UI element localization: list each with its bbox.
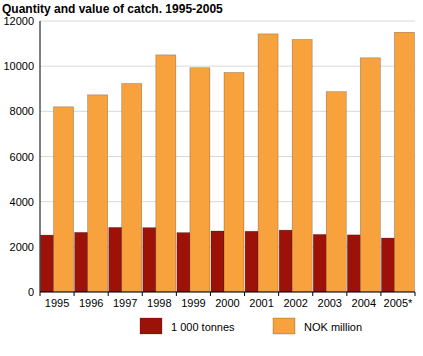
- bar: [292, 40, 312, 292]
- grid-line: [40, 66, 415, 67]
- x-tick: [108, 292, 109, 296]
- bar: [75, 232, 88, 292]
- bar: [224, 72, 244, 292]
- bar: [211, 231, 224, 292]
- bar: [360, 58, 380, 292]
- bar: [326, 92, 346, 292]
- bar: [88, 95, 108, 292]
- y-tick-label: 6000: [10, 151, 34, 163]
- bar: [143, 228, 156, 292]
- x-tick: [346, 292, 347, 296]
- y-axis: [40, 21, 41, 292]
- y-tick-label: 0: [28, 286, 34, 298]
- x-tick: [415, 292, 416, 296]
- bar: [109, 227, 122, 292]
- x-tick: [244, 292, 245, 296]
- grid-line: [40, 21, 415, 22]
- bar: [156, 55, 176, 292]
- bar: [381, 238, 394, 292]
- x-tick-label: 1999: [181, 297, 205, 309]
- y-tick-label: 2000: [10, 241, 34, 253]
- x-tick-label: 2000: [215, 297, 239, 309]
- x-tick-label: 2003: [318, 297, 342, 309]
- x-tick-label: 1996: [79, 297, 103, 309]
- bar: [54, 107, 74, 292]
- bar: [279, 230, 292, 292]
- bar: [245, 231, 258, 292]
- x-tick-label: 2002: [283, 297, 307, 309]
- x-tick: [74, 292, 75, 296]
- x-tick: [40, 292, 41, 296]
- y-tick-label: 10000: [3, 60, 34, 72]
- legend-label: 1 000 tonnes: [171, 321, 235, 333]
- bar: [122, 84, 142, 292]
- x-tick-label: 1998: [147, 297, 171, 309]
- bars: [41, 32, 415, 292]
- x-tick: [278, 292, 279, 296]
- x-tick-label: 2001: [249, 297, 273, 309]
- bar: [41, 235, 54, 292]
- x-axis: [40, 292, 415, 293]
- bar: [177, 233, 190, 292]
- x-tick-label: 2004: [352, 297, 376, 309]
- bar: [394, 32, 414, 292]
- y-tick-label: 8000: [10, 105, 34, 117]
- x-tick: [312, 292, 313, 296]
- x-tick: [380, 292, 381, 296]
- x-tick: [142, 292, 143, 296]
- bar: [313, 234, 326, 292]
- y-tick-label: 4000: [10, 196, 34, 208]
- x-tick-label: 1995: [45, 297, 69, 309]
- y-tick-label: 12000: [3, 15, 34, 27]
- bar: [347, 235, 360, 292]
- legend-swatch: [273, 318, 295, 334]
- bar: [190, 68, 210, 292]
- legend-swatch: [140, 318, 162, 334]
- x-tick-label: 2005*: [384, 297, 413, 309]
- legend-label: NOK million: [304, 321, 362, 333]
- chart: Quantity and value of catch. 1995-2005 0 2…: [0, 0, 423, 356]
- x-tick: [176, 292, 177, 296]
- title: Quantity and value of catch. 1995-2005: [2, 2, 223, 16]
- bar: [258, 34, 278, 292]
- grid-line: [40, 292, 415, 293]
- x-tick: [210, 292, 211, 296]
- x-tick-label: 1997: [113, 297, 137, 309]
